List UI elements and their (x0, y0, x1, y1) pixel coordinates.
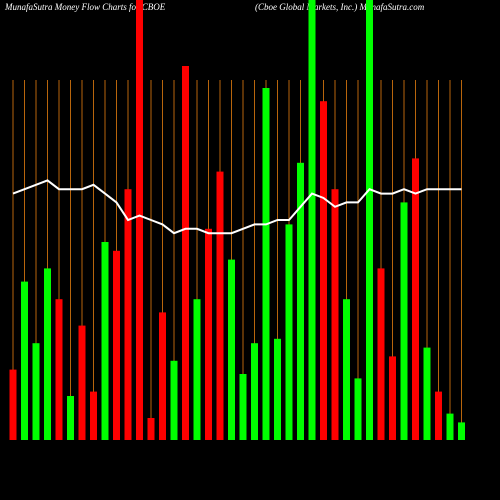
bar (400, 202, 408, 440)
bar (412, 158, 419, 440)
bar (205, 228, 212, 440)
bar (32, 343, 40, 440)
chart-title: MunafaSutra Money Flow Charts for CBOE (4, 2, 166, 12)
bar (182, 66, 189, 440)
bar (458, 422, 465, 440)
bar (170, 360, 178, 440)
bar (67, 396, 74, 440)
bar (113, 250, 120, 440)
bar (251, 343, 258, 440)
bar (44, 268, 51, 440)
bar (366, 0, 373, 440)
bar (354, 378, 362, 440)
bar (124, 189, 132, 440)
bar (90, 391, 97, 440)
bar (136, 0, 143, 440)
bar (21, 281, 28, 440)
bar (228, 259, 235, 440)
bar (101, 242, 109, 440)
bar (9, 369, 17, 440)
bar (389, 356, 396, 440)
bar (147, 418, 155, 440)
bar (320, 101, 327, 440)
money-flow-line (12, 179, 462, 235)
bar (55, 299, 63, 440)
bar (446, 413, 454, 440)
bar (297, 162, 304, 441)
bar (262, 88, 270, 440)
bar (285, 224, 293, 440)
bar (423, 347, 431, 440)
chart-subtitle: (Cboe Global Markets, Inc.) MunafaSutra.… (255, 2, 425, 12)
bar (377, 268, 385, 440)
bar (216, 171, 224, 440)
bar (159, 312, 166, 440)
bar (308, 0, 316, 440)
bar (435, 391, 442, 440)
bar (343, 299, 350, 440)
bar (239, 374, 247, 440)
bar (193, 299, 201, 440)
bar (78, 325, 86, 440)
bar (274, 338, 281, 440)
bar (331, 189, 339, 440)
